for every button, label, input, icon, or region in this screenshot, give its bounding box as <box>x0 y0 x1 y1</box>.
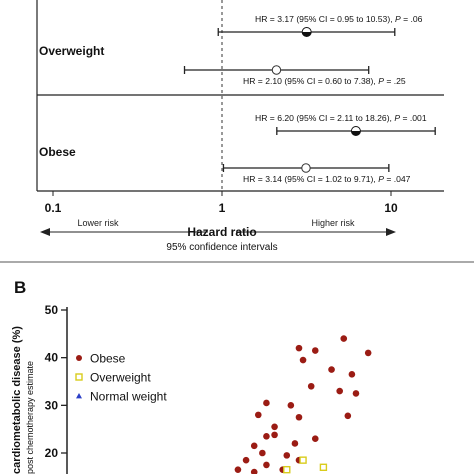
hr-annotation: HR = 3.17 (95% CI = 0.95 to 10.53), P = … <box>255 14 423 24</box>
higher-risk-label: Higher risk <box>311 218 355 228</box>
forest-rows: HR = 3.17 (95% CI = 0.95 to 10.53), P = … <box>183 14 436 184</box>
data-point-obese <box>271 431 278 439</box>
data-point-obese <box>311 435 319 443</box>
data-point-overweight <box>299 456 307 464</box>
group-label-obese: Obese <box>39 145 76 159</box>
data-point-obese <box>283 452 291 459</box>
hr-annotation: HR = 2.10 (95% CI = 0.60 to 7.38), P = .… <box>243 76 406 86</box>
lower-risk-label: Lower risk <box>77 218 119 228</box>
data-point-obese <box>364 349 372 357</box>
data-point-obese <box>263 461 270 469</box>
data-point-obese <box>291 440 299 447</box>
y-tick-label: 40 <box>45 351 59 365</box>
legend-label-normal-weight: Normal weight <box>90 390 167 404</box>
x-tick-label: 10 <box>384 201 398 215</box>
panel-label-b: B <box>14 278 26 297</box>
data-point-overweight <box>319 463 328 471</box>
scatter-legend: Obese Overweight Normal weight <box>75 352 167 404</box>
legend-marker-normal-weight <box>76 393 82 399</box>
x-axis-title: Hazard ratio <box>187 225 256 239</box>
data-point-obese <box>295 344 303 352</box>
x-tick-label: 1 <box>219 201 226 215</box>
hr-point <box>271 65 282 75</box>
x-tick-label: 0.1 <box>45 201 62 215</box>
data-point-obese <box>311 347 319 354</box>
group-label-overweight: Overweight <box>39 44 104 58</box>
hr-point <box>301 163 311 173</box>
scatter-y-ticks: 20 30 40 50 <box>45 303 67 460</box>
legend-marker-obese <box>76 355 82 361</box>
higher-risk-arrowhead <box>386 228 396 236</box>
hr-annotation: HR = 3.14 (95% CI = 1.02 to 9.71), P = .… <box>243 174 411 184</box>
scatter-points <box>234 335 372 474</box>
scatter-plot-panel: B 20 30 40 50 cardiometabolic disease (%) p… <box>11 278 372 474</box>
data-point-obese <box>295 413 303 421</box>
data-point-overweight <box>283 465 291 474</box>
y-tick-label: 30 <box>45 398 59 412</box>
data-point-obese <box>259 449 266 457</box>
lower-risk-arrowhead <box>40 228 50 236</box>
data-point-obese <box>287 402 295 409</box>
legend-label-obese: Obese <box>90 352 126 366</box>
scatter-y-axis-title: cardiometabolic disease (%) <box>11 326 23 474</box>
data-point-obese <box>336 387 343 395</box>
data-point-obese <box>328 366 335 373</box>
data-point-obese <box>271 423 278 431</box>
x-axis-ticks: 0.1 1 10 <box>45 191 398 215</box>
legend-marker-overweight <box>75 373 83 381</box>
data-point-obese <box>242 456 250 464</box>
forest-plot-panel: Overweight Obese HR = 3.17 (95% CI = 0.9… <box>36 0 444 253</box>
data-point-obese <box>250 468 258 474</box>
data-point-obese <box>340 335 348 342</box>
data-point-obese <box>299 356 307 364</box>
x-axis-subtitle: 95% confidence intervals <box>166 242 277 253</box>
data-point-obese <box>263 399 270 407</box>
hr-annotation: HR = 6.20 (95% CI = 2.11 to 18.26), P = … <box>255 113 427 123</box>
hr-point-fill <box>302 32 312 37</box>
hr-point-fill <box>351 131 361 136</box>
data-point-obese <box>234 466 242 473</box>
data-point-obese <box>307 382 315 390</box>
data-point-obese <box>352 390 360 397</box>
y-tick-label: 50 <box>45 303 59 317</box>
data-point-obese <box>344 412 352 420</box>
y-tick-label: 20 <box>45 446 59 460</box>
data-point-obese <box>348 371 356 378</box>
legend-label-overweight: Overweight <box>90 371 151 385</box>
scatter-y-axis-subtitle: post chemotherapy estimate <box>25 361 35 474</box>
data-point-obese <box>254 411 262 419</box>
data-point-obese <box>250 442 258 450</box>
data-point-obese <box>263 433 270 440</box>
